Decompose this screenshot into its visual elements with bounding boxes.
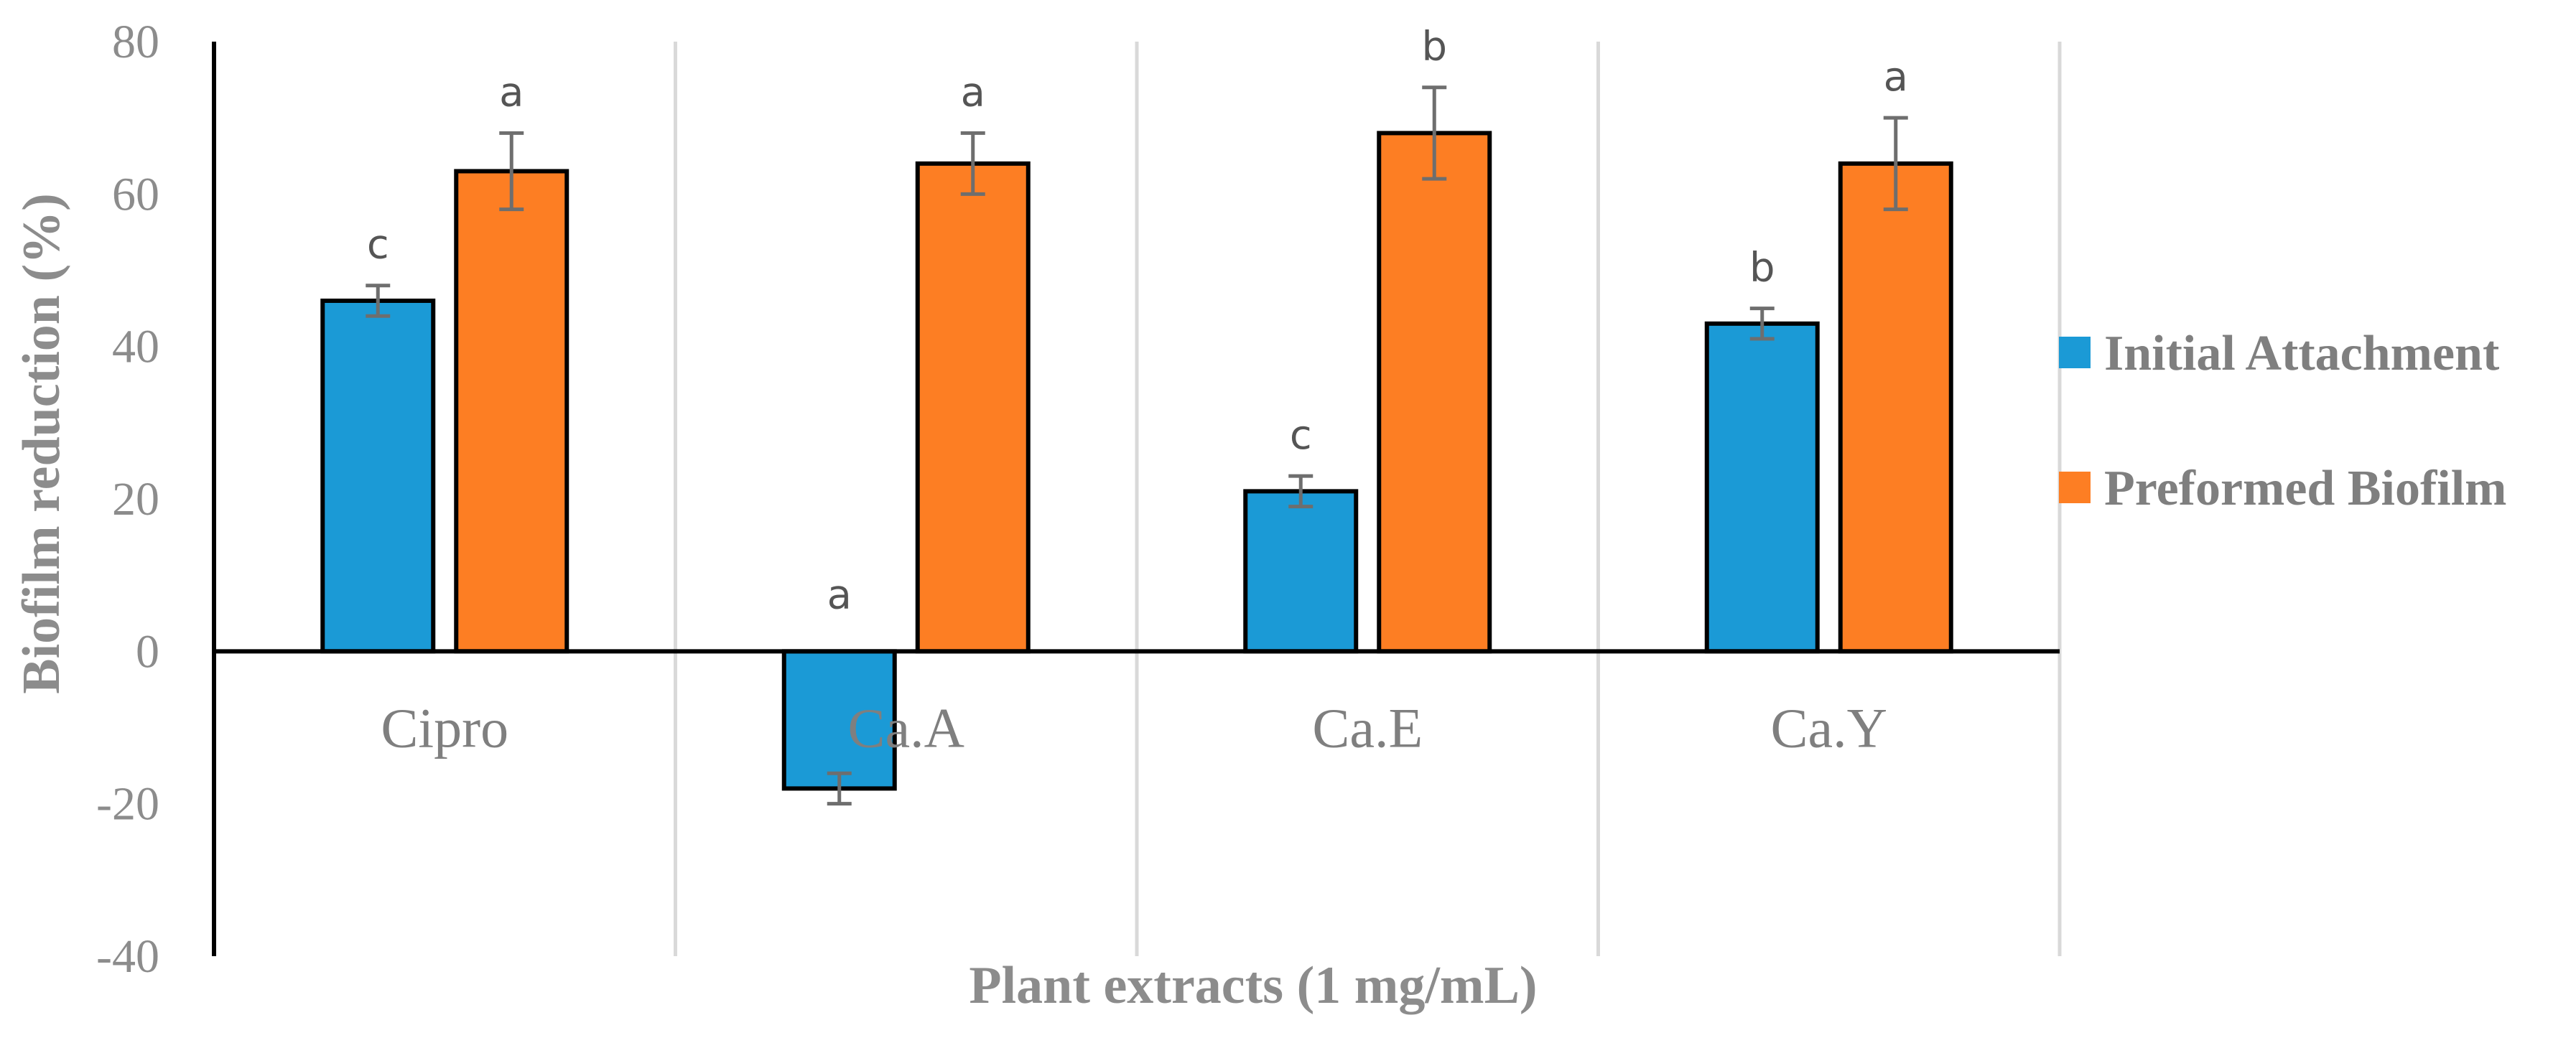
bar-preformed-biofilm — [454, 169, 569, 654]
category-label: Cipro — [381, 696, 508, 759]
category-label: Ca.Y — [1771, 696, 1887, 759]
significance-labels: c a a a c b b a — [367, 24, 1908, 619]
legend-item: Preformed Biofilm — [2059, 461, 2506, 516]
legend-label: Initial Attachment — [2104, 326, 2499, 381]
y-tick-label: 80 — [112, 16, 159, 68]
bar-initial-attachment — [320, 298, 436, 654]
category-label: Ca.A — [848, 696, 964, 759]
y-tick-labels: -40 -20 0 20 40 60 80 — [96, 16, 159, 983]
legend-item: Initial Attachment — [2059, 326, 2499, 381]
significance-label: a — [499, 69, 524, 116]
legend: Initial Attachment Preformed Biofilm — [2059, 326, 2506, 516]
category-labels: Cipro Ca.A Ca.E Ca.Y — [381, 696, 1887, 759]
axes — [212, 42, 2060, 956]
significance-label: c — [1290, 412, 1312, 459]
bar-preformed-biofilm — [915, 161, 1031, 654]
y-tick-label: 40 — [112, 321, 159, 373]
significance-label: a — [1884, 54, 1908, 100]
legend-swatch — [2059, 472, 2091, 503]
category-label: Ca.E — [1312, 696, 1423, 759]
error-bar — [1749, 307, 1775, 341]
bar-preformed-biofilm — [1377, 131, 1492, 654]
significance-label: b — [1749, 245, 1775, 291]
legend-swatch — [2059, 337, 2091, 368]
y-axis-title: Biofilm reduction (%) — [12, 193, 71, 693]
y-tick-label: -20 — [96, 778, 159, 831]
y-tick-label: -40 — [96, 930, 159, 983]
y-tick-label: 20 — [112, 473, 159, 525]
error-bar — [366, 284, 391, 318]
error-bar — [827, 771, 852, 806]
error-bar — [1883, 116, 1908, 212]
error-bar — [960, 131, 985, 196]
bar-initial-attachment — [1704, 321, 1820, 654]
error-bar — [1288, 474, 1313, 509]
legend-label: Preformed Biofilm — [2104, 461, 2506, 516]
significance-label: a — [961, 69, 985, 116]
error-bars — [366, 85, 1908, 806]
y-tick-label: 0 — [136, 625, 159, 678]
error-bar — [1422, 85, 1447, 181]
x-axis-title: Plant extracts (1 mg/mL) — [969, 956, 1537, 1015]
error-bar — [499, 131, 524, 212]
y-tick-label: 60 — [112, 168, 159, 220]
significance-label: a — [827, 571, 852, 618]
significance-label: c — [367, 222, 389, 268]
bar-initial-attachment — [1243, 489, 1359, 654]
bar-preformed-biofilm — [1838, 161, 1953, 654]
significance-label: b — [1421, 24, 1447, 70]
